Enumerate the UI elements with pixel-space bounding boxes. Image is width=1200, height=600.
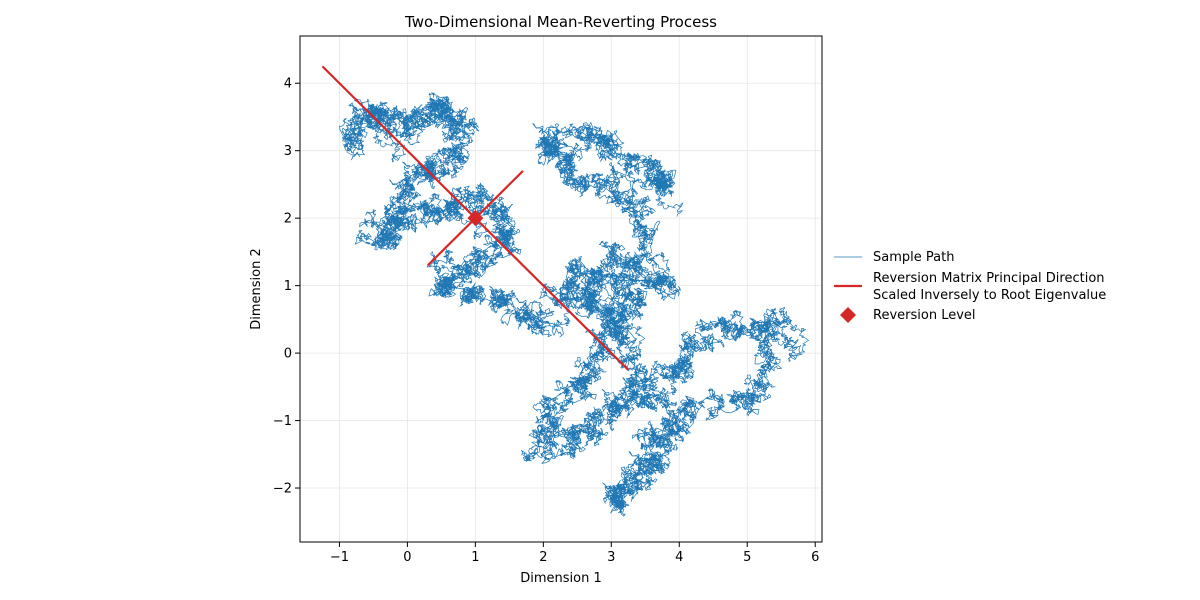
x-tick-label: 3	[607, 550, 615, 565]
axis-ticks: −1 0 1 2 3 4 5 6 −2 −1 0 1 2 3 4	[273, 77, 820, 565]
x-tick-label: 2	[539, 550, 547, 565]
y-tick-label: 3	[284, 144, 292, 159]
y-tick-label: −2	[273, 482, 292, 497]
x-axis-label: Dimension 1	[520, 571, 602, 586]
y-tick-label: 4	[284, 77, 292, 92]
legend-label-principal-direction-line1: Reversion Matrix Principal Direction	[873, 271, 1105, 286]
legend-label-sample-path: Sample Path	[873, 250, 954, 265]
legend-marker-reversion-level	[840, 307, 856, 323]
x-tick-label: 5	[743, 550, 751, 565]
x-tick-label: 4	[675, 550, 683, 565]
plot-frame	[299, 35, 823, 543]
legend-label-reversion-level: Reversion Level	[873, 308, 976, 323]
y-axis-label: Dimension 2	[249, 248, 264, 330]
legend: Sample Path Reversion Matrix Principal D…	[834, 250, 1106, 323]
x-tick-label: 6	[811, 550, 819, 565]
x-tick-label: −1	[330, 550, 349, 565]
legend-label-principal-direction-line2: Scaled Inversely to Root Eigenvalue	[873, 288, 1106, 303]
chart-title: Two-Dimensional Mean-Reverting Process	[404, 13, 717, 31]
x-tick-label: 0	[403, 550, 411, 565]
reversion-level-marker	[467, 210, 484, 227]
reversion-level	[467, 210, 484, 227]
y-tick-label: 0	[284, 347, 292, 362]
y-tick-label: −1	[273, 414, 292, 429]
sample-path-line	[339, 92, 809, 517]
y-tick-label: 2	[284, 212, 292, 227]
y-tick-label: 1	[284, 279, 292, 294]
sample-path	[339, 92, 809, 517]
x-tick-label: 1	[471, 550, 479, 565]
